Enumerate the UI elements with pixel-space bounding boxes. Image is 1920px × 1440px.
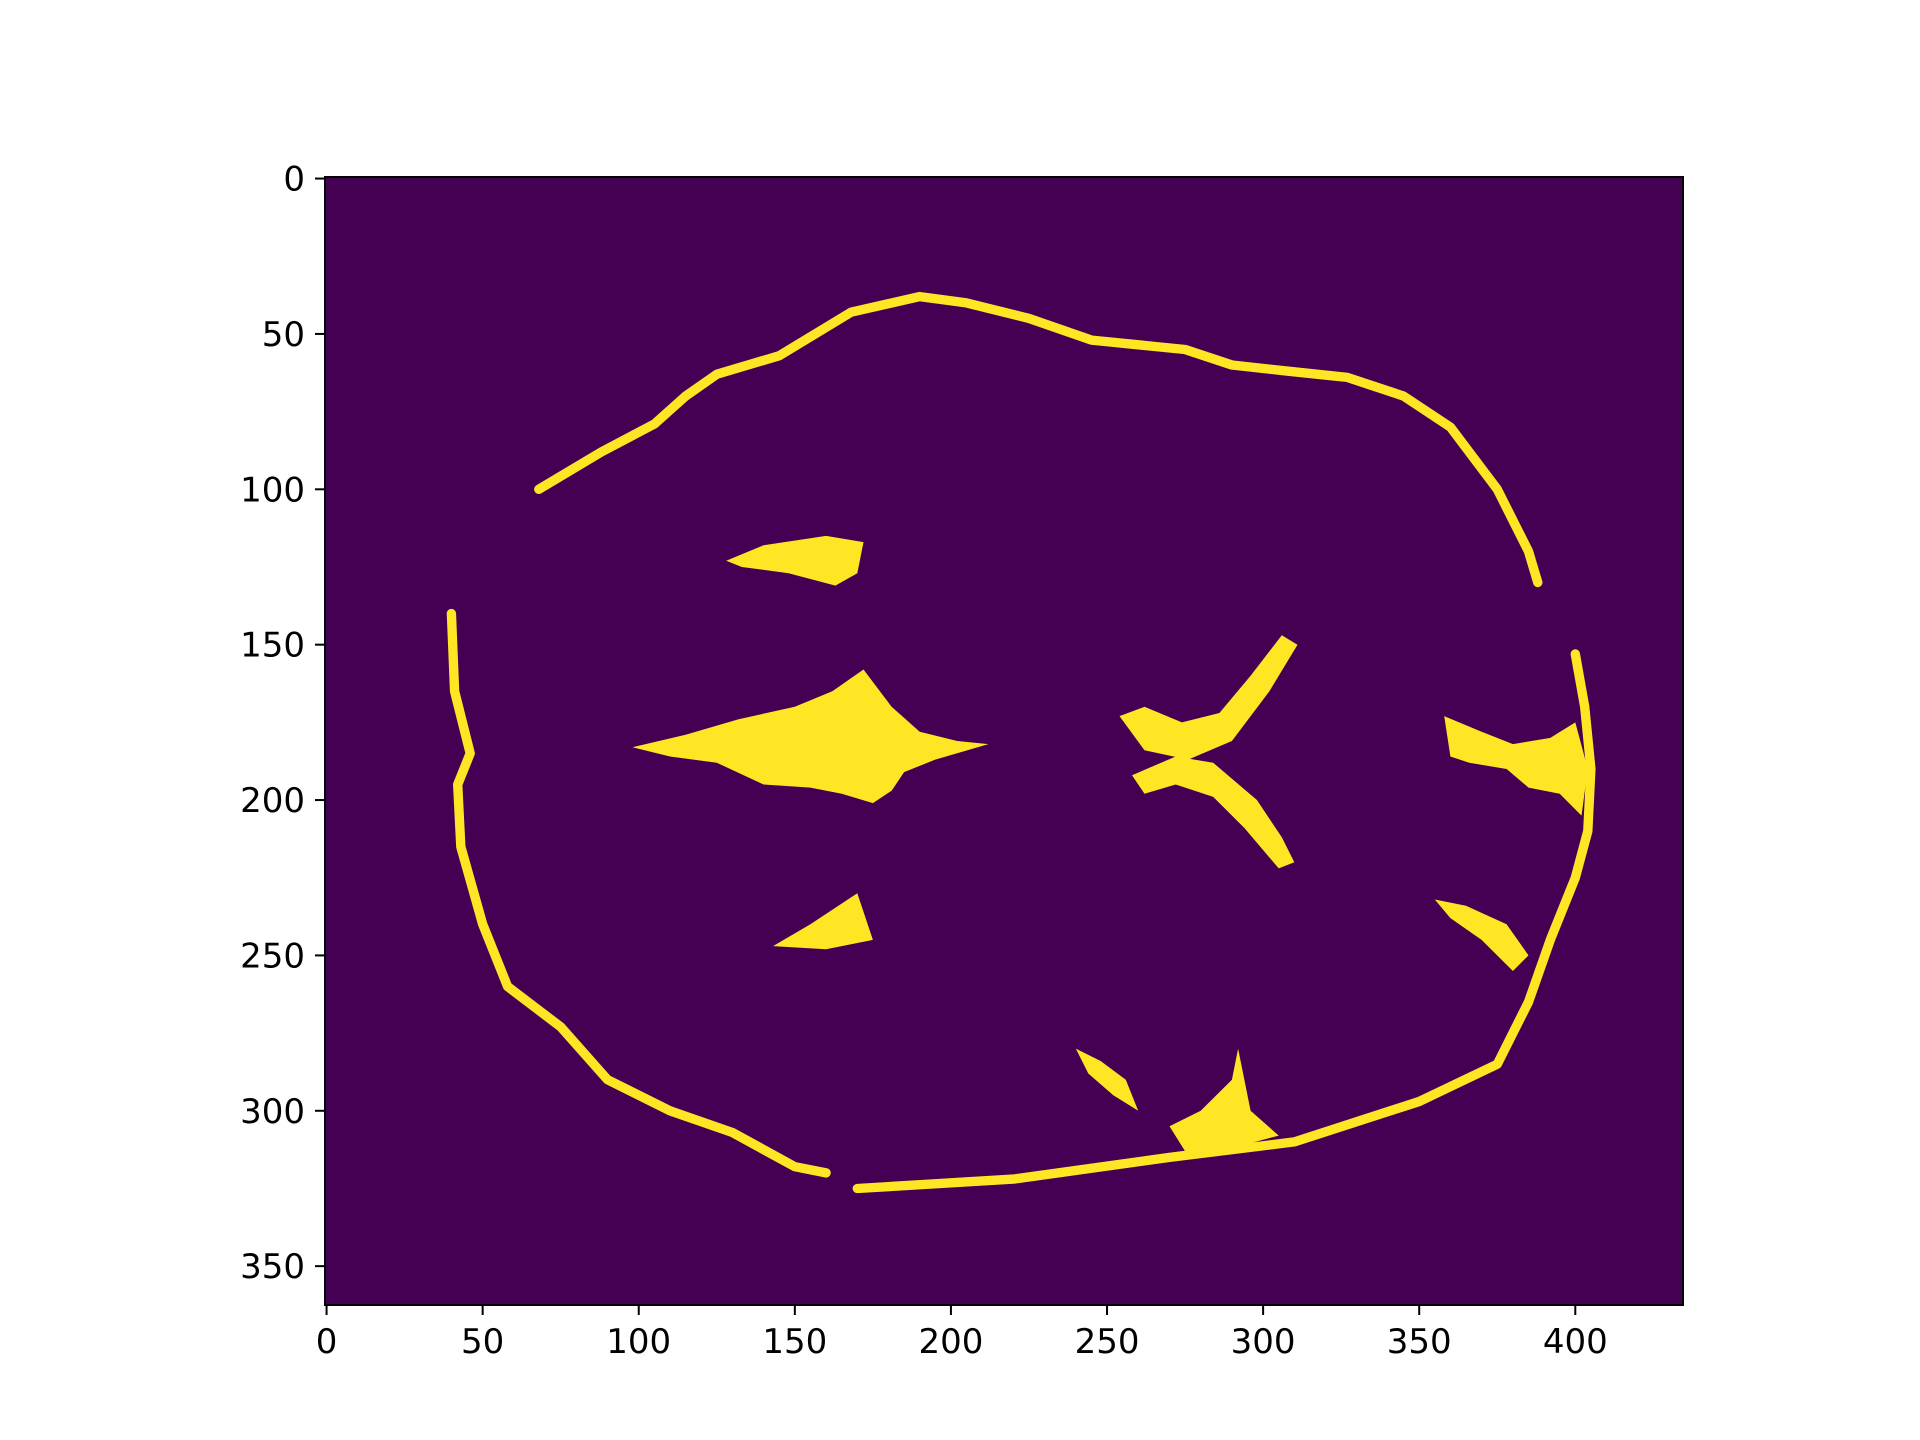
axes-frame (324, 176, 1684, 1306)
x-tick-label: 50 (461, 1322, 504, 1362)
x-tick-label: 200 (918, 1322, 983, 1362)
mask-region-top-left-ventricle (726, 535, 864, 586)
mask-region-bottom-center-cistern (1169, 1048, 1279, 1152)
mask-region-right-lateral-cistern (1444, 716, 1588, 816)
x-tick-label: 400 (1543, 1322, 1608, 1362)
x-tick-label: 0 (316, 1322, 338, 1362)
y-axis: 0 50 100 150 200 250 300 350 (240, 160, 325, 1287)
x-tick-label: 350 (1387, 1322, 1452, 1362)
y-tick-label: 100 (240, 470, 305, 510)
x-tick-label: 100 (606, 1322, 671, 1362)
y-tick-label: 300 (240, 1092, 305, 1132)
x-axis: 0 50 100 150 200 250 300 350 400 (316, 1305, 1608, 1362)
plot-area (325, 177, 1683, 1305)
y-tick-label: 50 (262, 315, 305, 355)
y-tick-label: 250 (240, 936, 305, 976)
y-tick-label: 350 (240, 1247, 305, 1287)
mask-region-center-right-ventricle-lower (1132, 756, 1295, 869)
mask-region-outer-rim-right (852, 649, 1596, 1194)
mask-region-lower-left-ventricle (773, 893, 873, 950)
y-tick-label: 150 (240, 626, 305, 666)
x-tick-label: 150 (762, 1322, 827, 1362)
y-tick-label: 200 (240, 781, 305, 821)
mask-region-lower-center-cistern (1075, 1048, 1139, 1111)
mask-region-outer-rim (446, 608, 831, 1178)
mask-region-lower-right-cistern (1434, 899, 1529, 971)
mask-layer (446, 291, 1596, 1194)
x-tick-label: 250 (1075, 1322, 1140, 1362)
y-tick-label: 0 (283, 160, 305, 200)
mask-region-center-left-cistern (632, 669, 989, 804)
x-tick-label: 300 (1231, 1322, 1296, 1362)
mask-region-top-rim (534, 291, 1543, 588)
mask-region-center-right-ventricle-upper (1119, 635, 1298, 760)
